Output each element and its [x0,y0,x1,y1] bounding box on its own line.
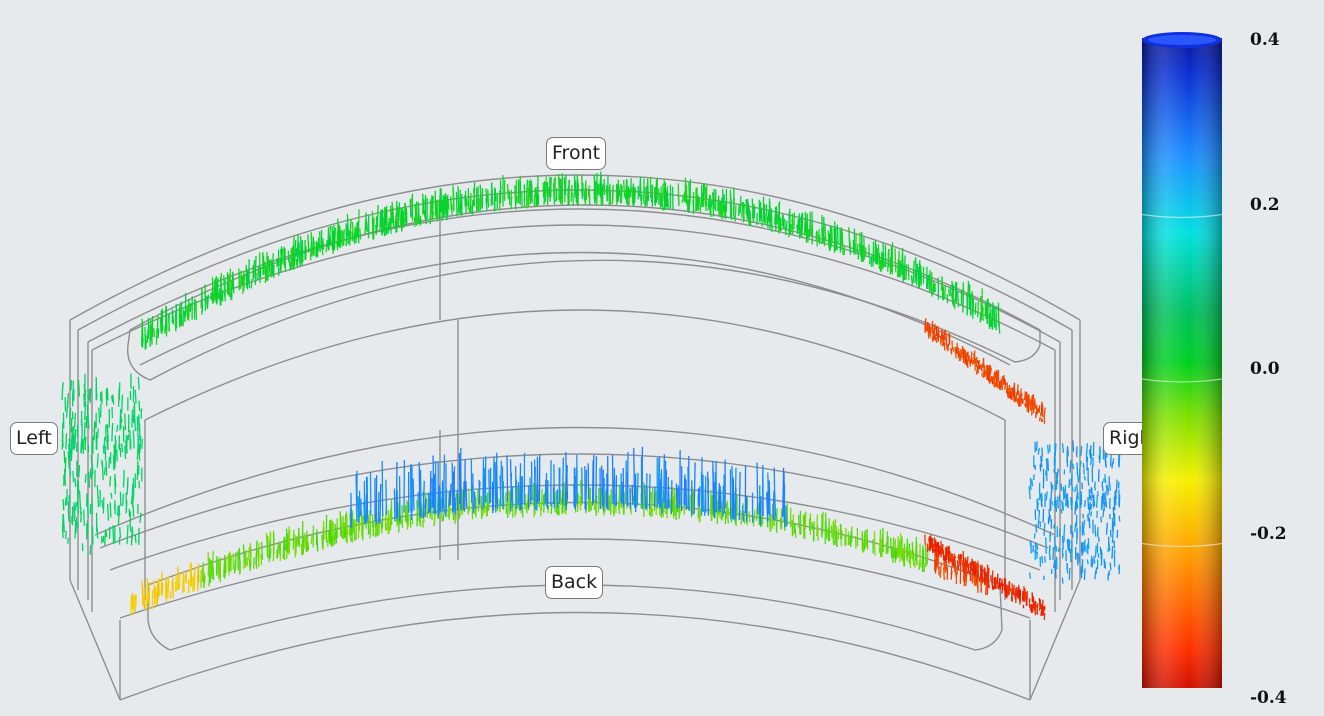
deviation-scene [61,171,1121,701]
color-scale-bar [1141,32,1223,688]
color-scale-tick-label: -0.4 [1250,688,1287,708]
color-scale-tick-label: 0.0 [1250,359,1280,379]
color-scale-tick-label: 0.4 [1250,30,1280,50]
color-scale-tick-label: 0.2 [1250,194,1280,215]
view-label-left: Left [10,422,58,455]
part-wireframe [69,174,1081,701]
view-label-back: Back [545,566,604,599]
color-scale-tick-label: -0.2 [1250,523,1287,544]
view-label-front: Front [546,137,607,170]
deviation-points [61,171,1121,620]
